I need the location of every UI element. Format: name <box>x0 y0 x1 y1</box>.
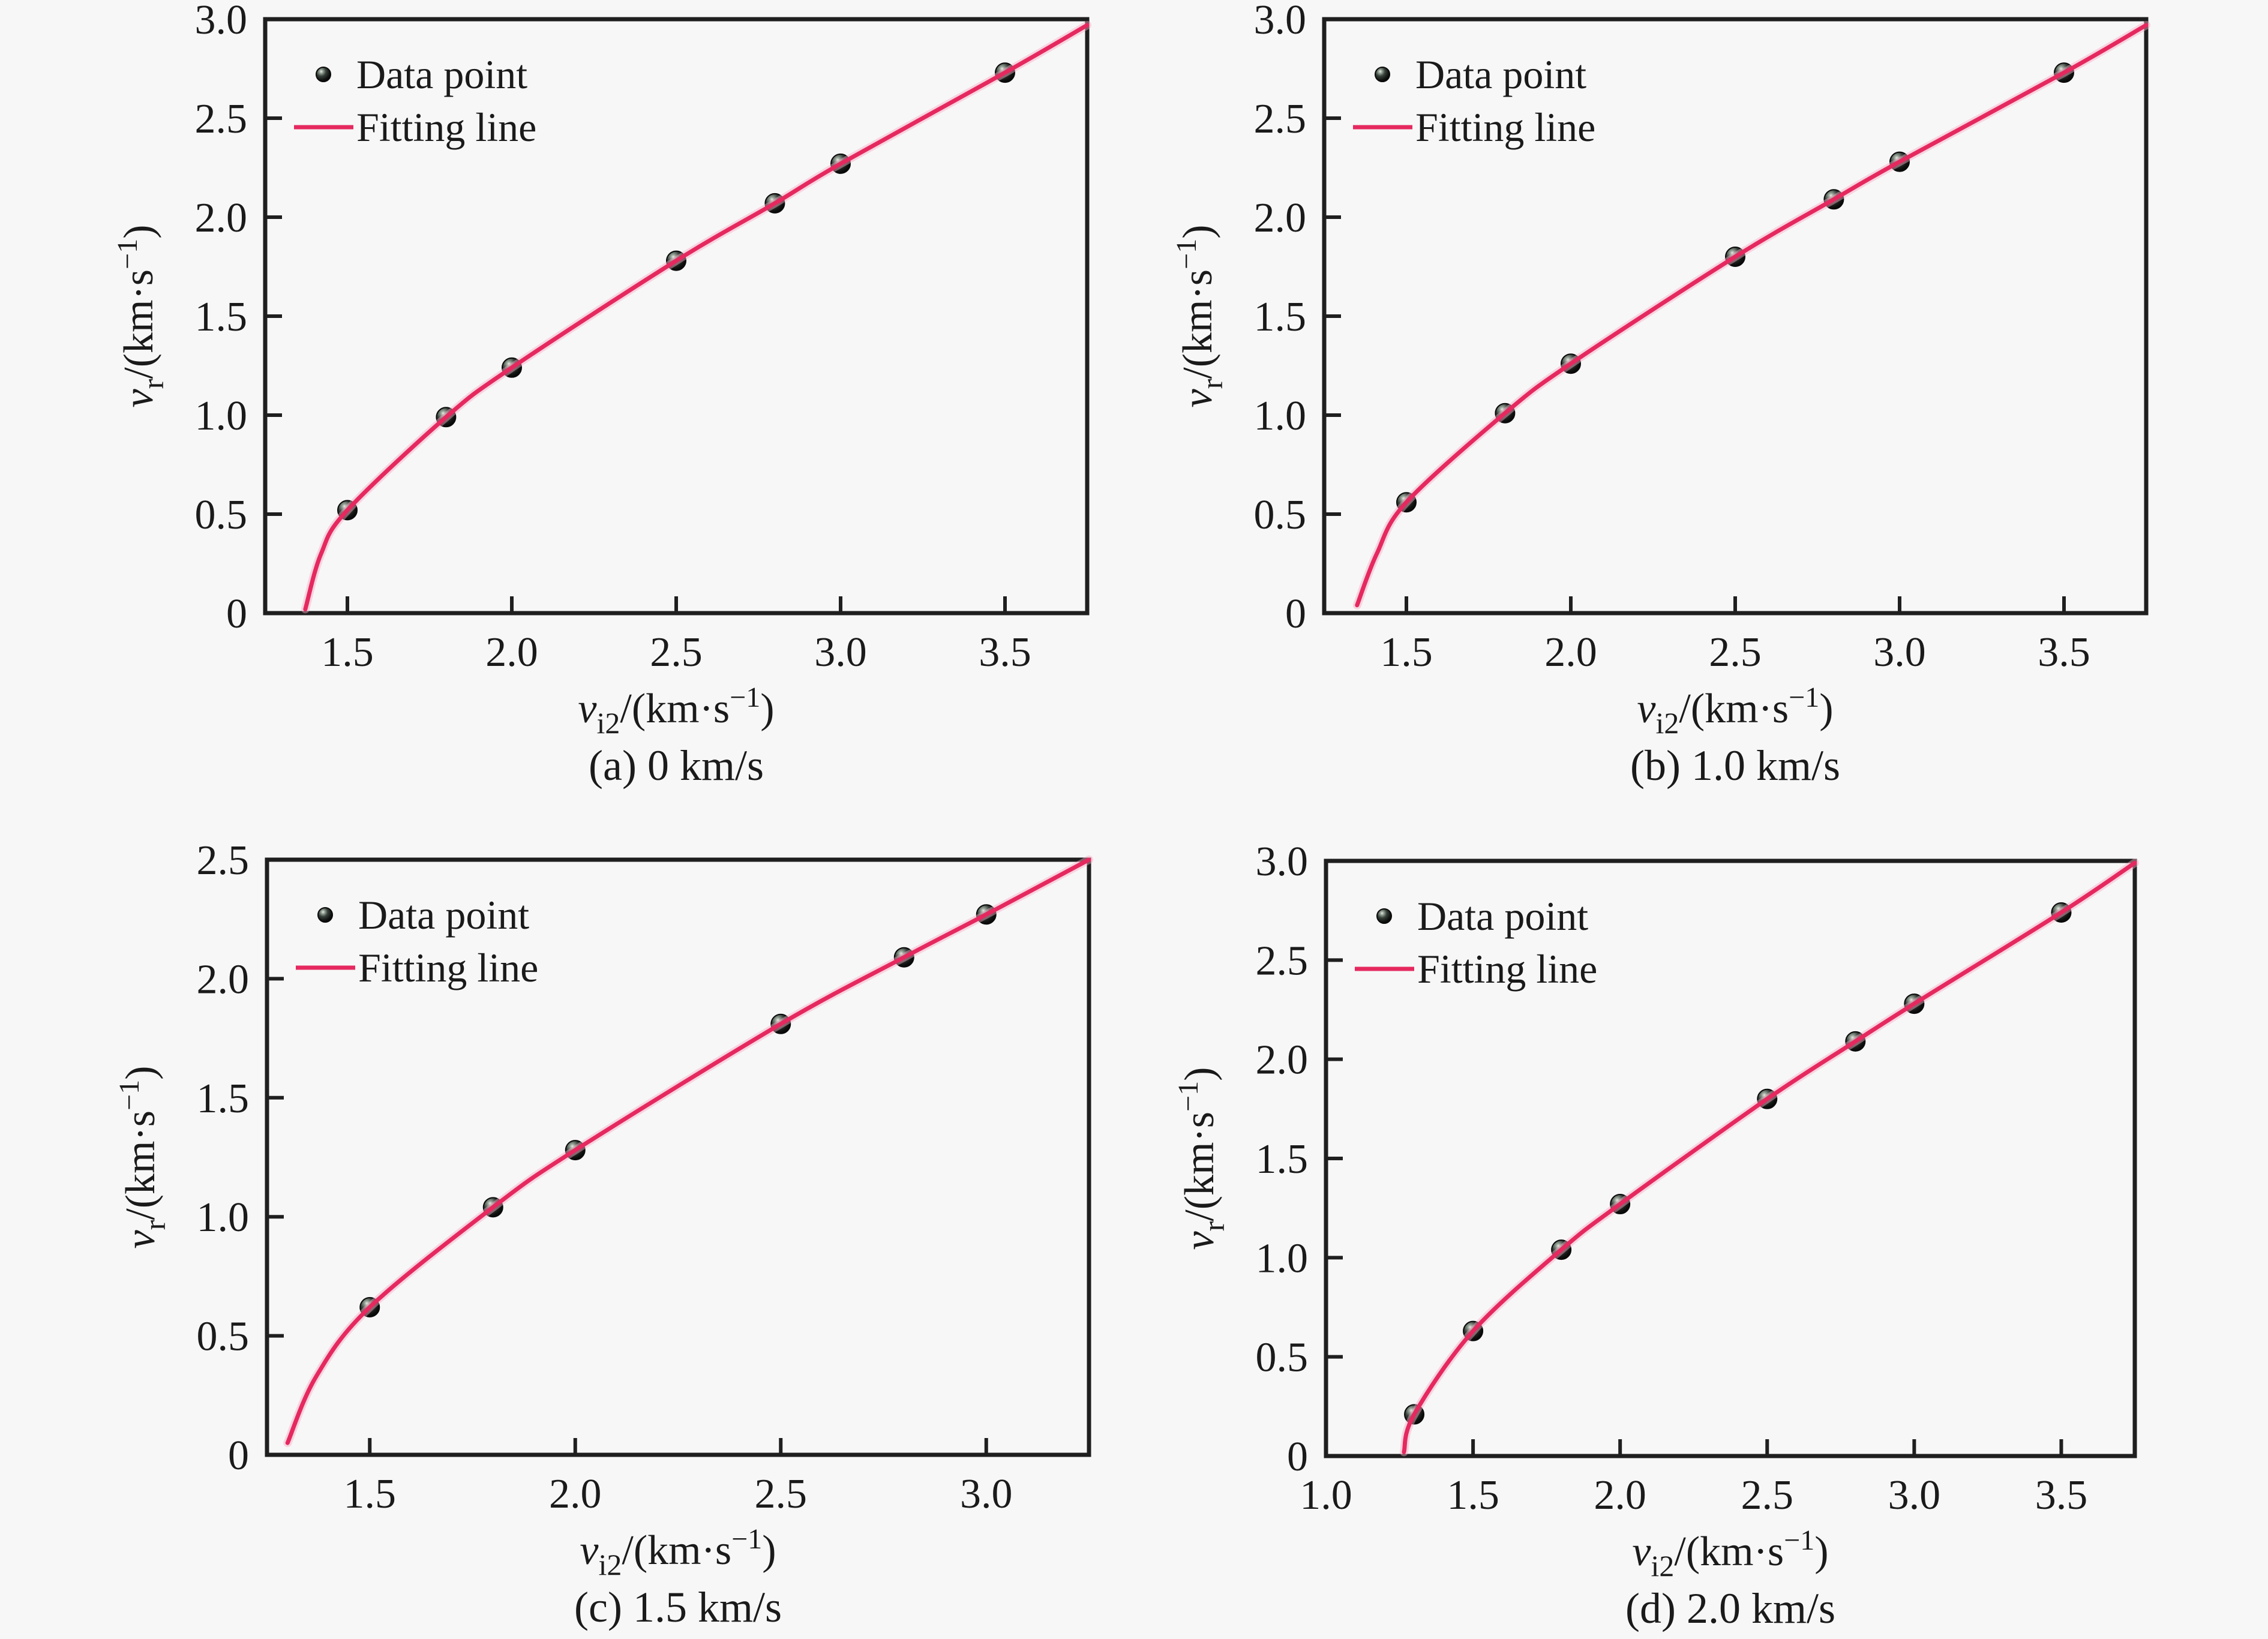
x-tick-label: 2.0 <box>1544 629 1597 676</box>
fit-line <box>303 23 1090 611</box>
x-tick-label: 3.5 <box>2035 1472 2088 1518</box>
legend-point-label: Data point <box>358 892 529 938</box>
y-tick-label: 0 <box>1285 591 1306 637</box>
y-tick-label: 0.5 <box>195 492 248 538</box>
legend-point-marker <box>316 67 331 82</box>
y-axis-label: vr/(km·s−1) <box>1172 1067 1231 1250</box>
y-tick-label: 2.0 <box>195 195 248 241</box>
x-tick-label: 2.0 <box>485 629 538 676</box>
fit-line <box>1355 23 2149 608</box>
y-tick-label: 1.5 <box>197 1076 250 1122</box>
x-tick-label: 2.5 <box>755 1471 808 1517</box>
y-tick-label: 0.5 <box>1256 1335 1309 1381</box>
x-tick-label: 1.5 <box>321 629 374 676</box>
panel-d: 1.0 1.5 2.0 2.5 3.0 3.5 0 0.5 1.0 1.5 2.0 2.5 3.0 Dat… <box>1172 839 2139 1632</box>
x-tick-label: 1.5 <box>1447 1472 1499 1518</box>
x-axis-label: vi2/(km·s−1) <box>1637 682 1833 740</box>
panel-a: 1.5 2.0 2.5 3.0 3.5 0 0.5 1.0 1.5 2.0 2.5 3.0 Data p… <box>112 0 1091 790</box>
panel-caption: (c) 1.5 km/s <box>574 1583 782 1631</box>
y-tick-label: 2.0 <box>197 956 250 1002</box>
x-tick-label: 3.5 <box>979 629 1031 676</box>
y-axis-label: vr/(km·s−1) <box>1171 225 1229 408</box>
legend-point-label: Data point <box>1415 52 1586 97</box>
y-tick-label: 3.0 <box>195 0 248 43</box>
x-tick-label: 2.5 <box>650 629 703 676</box>
x-tick-label: 3.5 <box>2038 629 2090 676</box>
legend: Data point Fitting line <box>296 892 538 990</box>
legend-line-label: Fitting line <box>356 104 536 150</box>
panel-caption: (b) 1.0 km/s <box>1630 742 1840 790</box>
y-tick-label: 1.5 <box>1254 294 1307 340</box>
y-tick-label: 1.0 <box>195 393 248 439</box>
y-tick-label: 3.0 <box>1254 0 1307 43</box>
y-axis-label: vr/(km·s−1) <box>113 1066 172 1249</box>
y-tick-label: 2.0 <box>1254 195 1307 241</box>
y-tick-label: 0 <box>1287 1434 1308 1480</box>
panel-b: 1.5 2.0 2.5 3.0 3.5 0 0.5 1.0 1.5 2.0 2.5 3.0 Data p… <box>1171 0 2150 790</box>
x-tick-label: 1.5 <box>344 1471 397 1517</box>
panel-caption: (d) 2.0 km/s <box>1625 1584 1835 1632</box>
legend: Data point Fitting line <box>294 52 536 150</box>
legend-line-label: Fitting line <box>1415 104 1595 150</box>
x-tick-label: 2.0 <box>1594 1472 1646 1518</box>
legend: Data point Fitting line <box>1353 52 1595 150</box>
x-tick-label: 1.0 <box>1300 1472 1352 1518</box>
x-tick-label: 2.0 <box>549 1471 602 1517</box>
x-tick-label: 1.5 <box>1380 629 1433 676</box>
legend-line-label: Fitting line <box>358 945 538 990</box>
legend-point-marker <box>317 907 333 923</box>
y-tick-label: 1.5 <box>1256 1136 1309 1182</box>
x-tick-label: 3.0 <box>1873 629 1926 676</box>
fit-line <box>285 857 1091 1445</box>
y-tick-label: 0.5 <box>197 1314 250 1360</box>
y-tick-label: 1.5 <box>195 294 248 340</box>
y-tick-label: 0 <box>226 591 247 637</box>
y-tick-label: 1.0 <box>1256 1235 1309 1281</box>
y-tick-label: 1.0 <box>1254 393 1307 439</box>
y-tick-label: 2.5 <box>1256 938 1309 984</box>
fit-line <box>1402 860 2137 1454</box>
y-tick-label: 0.5 <box>1254 492 1307 538</box>
y-tick-label: 2.5 <box>197 837 250 884</box>
y-tick-label: 1.0 <box>197 1194 250 1241</box>
plot-box <box>265 857 1091 1457</box>
x-tick-label: 3.0 <box>960 1471 1013 1517</box>
legend-point-label: Data point <box>356 52 527 97</box>
x-axis-label: vi2/(km·s−1) <box>578 682 774 740</box>
y-tick-label: 2.5 <box>195 96 248 142</box>
legend-point-label: Data point <box>1417 893 1588 939</box>
legend-point-marker <box>1376 908 1392 924</box>
x-tick-label: 2.5 <box>1741 1472 1794 1518</box>
x-axis-label: vi2/(km·s−1) <box>1632 1524 1828 1583</box>
y-tick-label: 2.0 <box>1256 1037 1309 1083</box>
x-tick-label: 3.0 <box>1888 1472 1941 1518</box>
x-tick-label: 2.5 <box>1709 629 1762 676</box>
panel-c: 1.5 2.0 2.5 3.0 0 0.5 1.0 1.5 2.0 2.5 Data point Fi… <box>113 837 1093 1631</box>
x-axis-label: vi2/(km·s−1) <box>580 1523 776 1581</box>
panel-caption: (a) 0 km/s <box>589 742 764 790</box>
y-axis-label: vr/(km·s−1) <box>112 225 170 408</box>
x-tick-label: 3.0 <box>814 629 867 676</box>
y-tick-label: 2.5 <box>1254 96 1307 142</box>
legend: Data point Fitting line <box>1355 893 1597 992</box>
y-tick-label: 3.0 <box>1256 839 1309 885</box>
y-tick-label: 0 <box>228 1433 249 1479</box>
legend-point-marker <box>1375 67 1390 82</box>
legend-line-label: Fitting line <box>1417 946 1597 992</box>
